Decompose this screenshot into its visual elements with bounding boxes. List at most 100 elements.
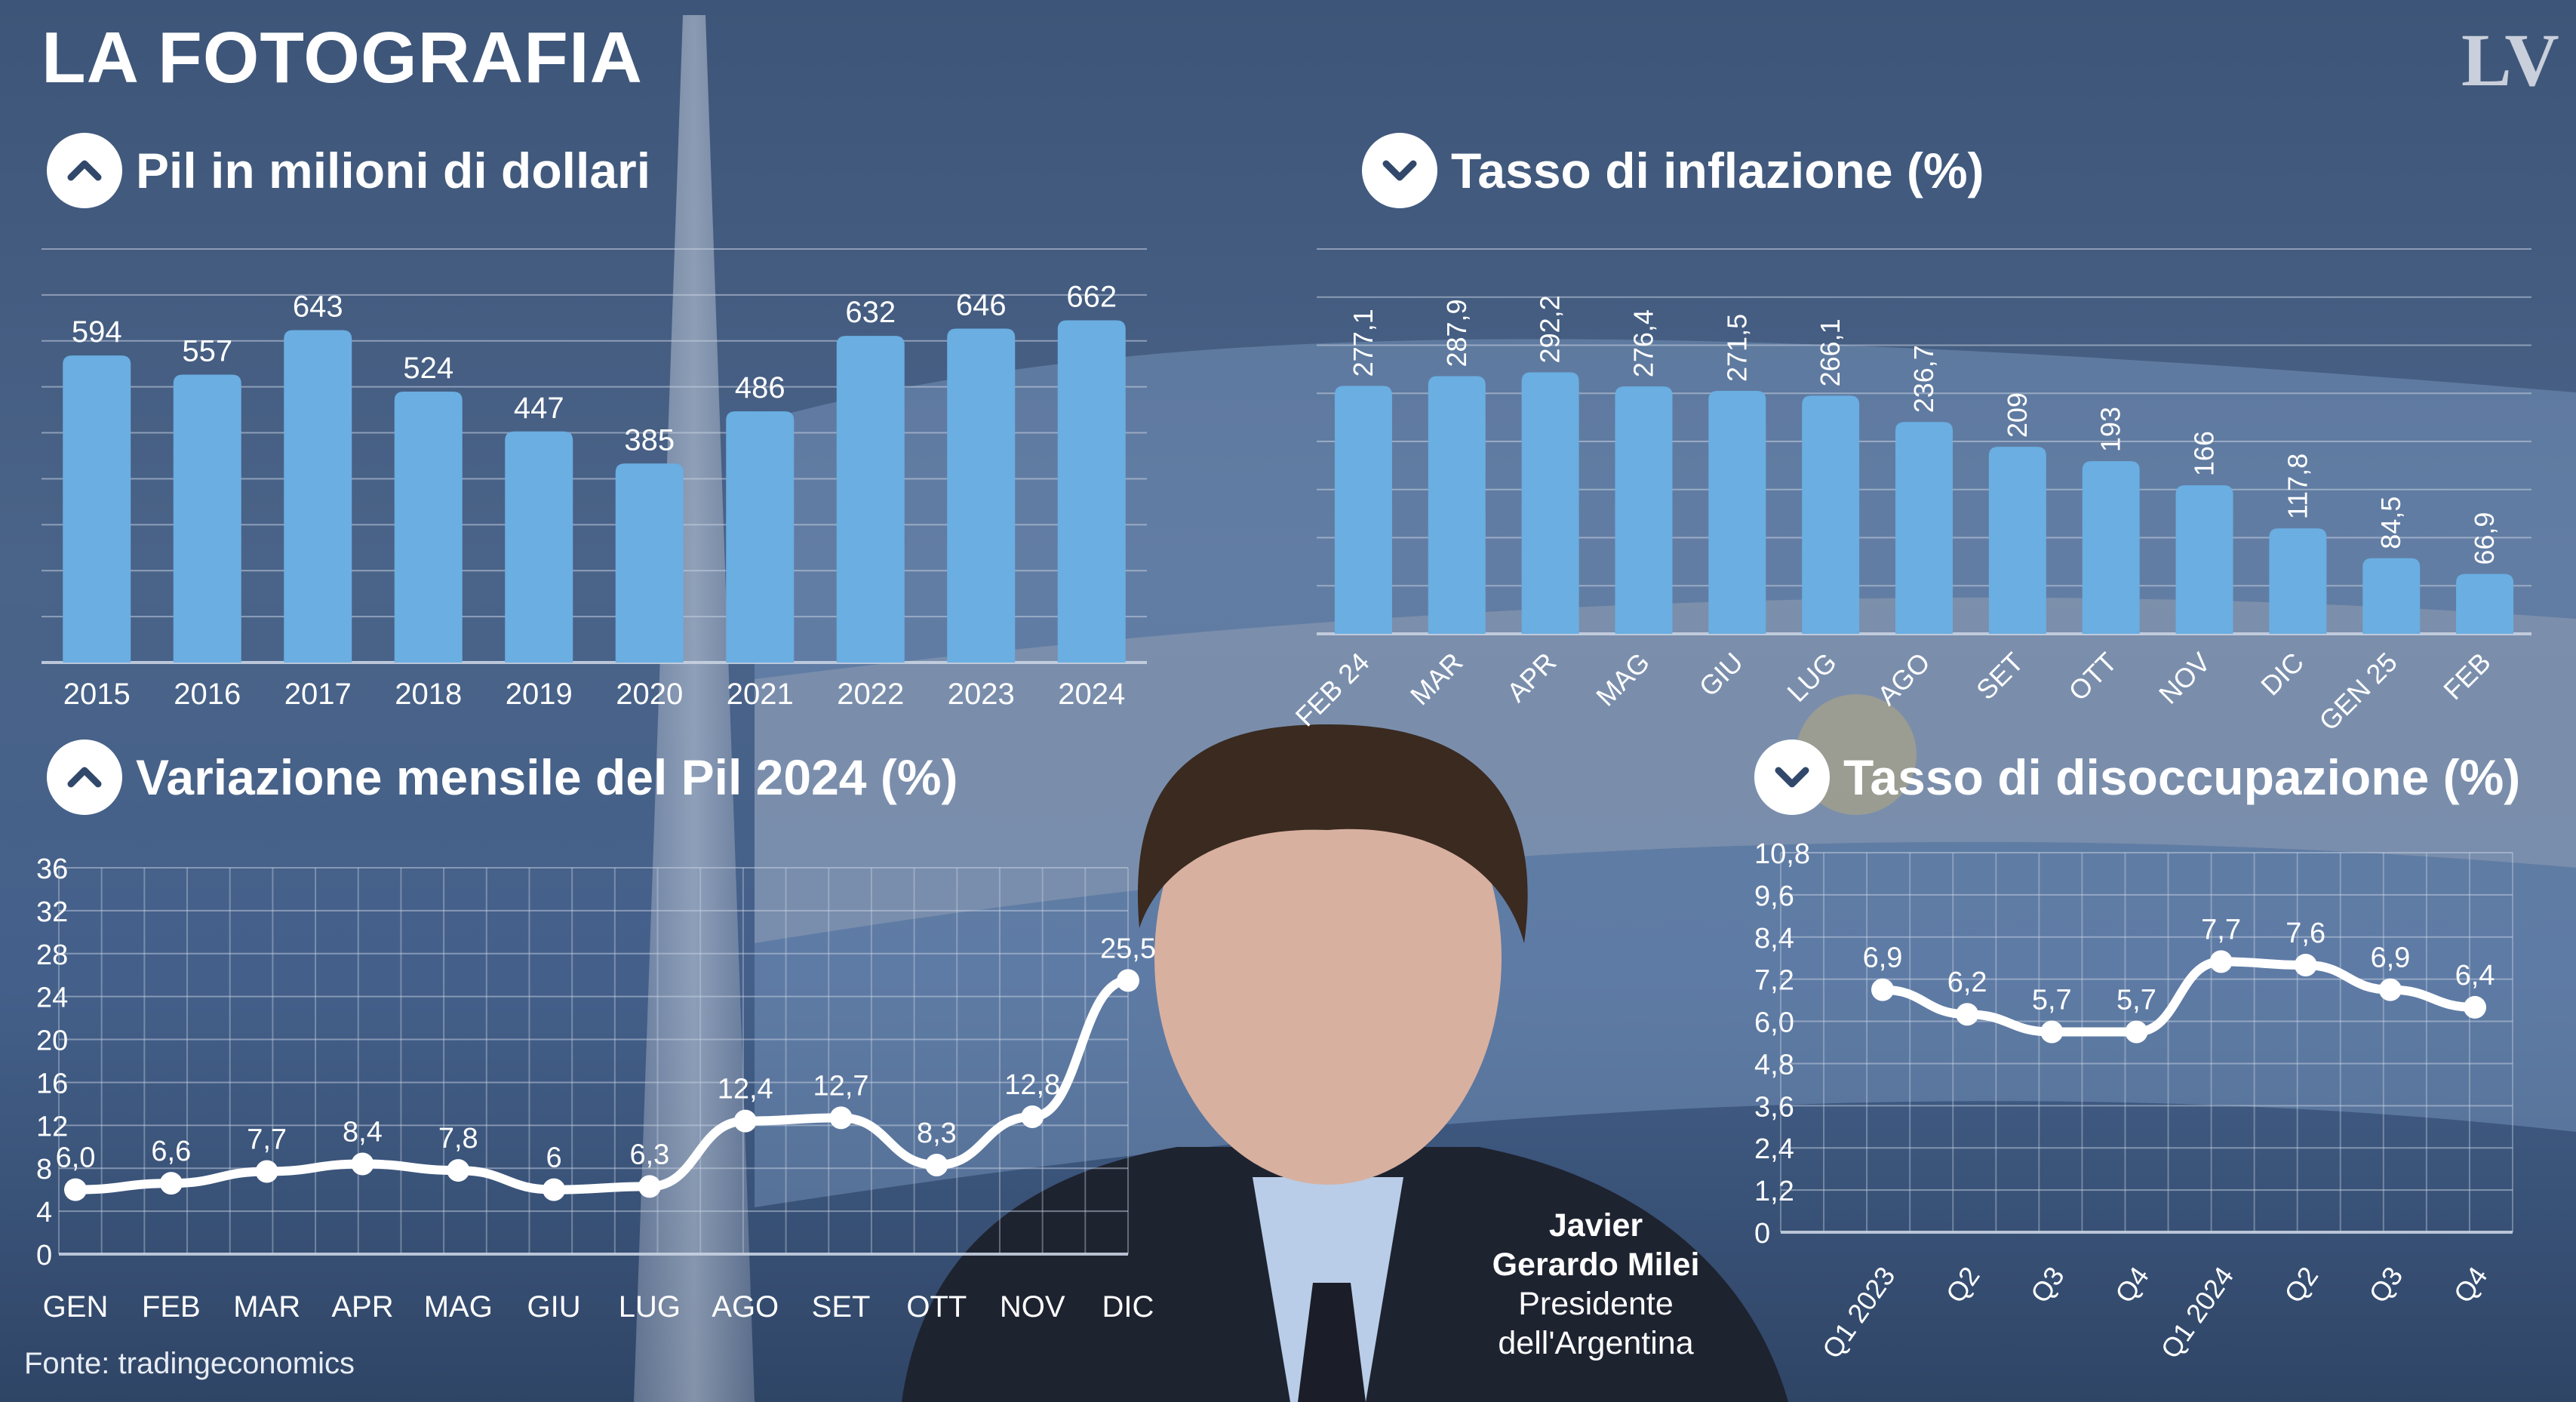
gdp_monthly-data-point xyxy=(447,1159,470,1182)
inflation-bar xyxy=(1615,386,1673,634)
gdp-bar xyxy=(173,374,241,663)
unemployment-y-tick: 4,8 xyxy=(1754,1049,1794,1081)
gdp_monthly-value-label: 8,3 xyxy=(917,1118,957,1149)
unemployment-value-label: 7,7 xyxy=(2201,914,2241,945)
inflation-value-label: 271,5 xyxy=(1721,314,1752,382)
gdp_monthly-category-label: AGO xyxy=(712,1290,779,1324)
gdp_monthly-category-label: GIU xyxy=(527,1290,581,1324)
page-title: LA FOTOGRAFIA xyxy=(41,17,643,98)
unemployment-y-tick: 7,2 xyxy=(1754,965,1794,997)
gdp_monthly-data-point xyxy=(925,1153,948,1176)
gdp_monthly-category-label: LUG xyxy=(619,1290,681,1324)
unemployment-category-label: Q1 2023 xyxy=(1816,1261,1901,1364)
gdp-value-label: 447 xyxy=(514,392,564,425)
unemployment-value-label: 6,9 xyxy=(2370,942,2410,974)
gdp_monthly-y-tick: 8 xyxy=(36,1154,52,1185)
gdp-category-label: 2021 xyxy=(727,678,794,711)
gdp_monthly-y-tick: 32 xyxy=(36,896,68,928)
gdp_monthly-category-label: SET xyxy=(812,1290,871,1324)
inflation-value-label: 66,9 xyxy=(2469,512,2500,565)
gdp-category-label: 2024 xyxy=(1058,678,1125,711)
inflation-bar xyxy=(1428,376,1486,634)
source-note: Fonte: tradingeconomics xyxy=(24,1347,355,1380)
unemployment-y-tick: 3,6 xyxy=(1754,1091,1794,1123)
gdp-value-label: 486 xyxy=(735,371,785,404)
inflation-category-label: NOV xyxy=(2153,647,2216,710)
gdp-value-label: 632 xyxy=(845,296,896,329)
inflation-value-label: 84,5 xyxy=(2375,497,2406,549)
unemployment-value-label: 6,2 xyxy=(1947,967,1987,998)
gdp_monthly-value-label: 12,4 xyxy=(718,1074,773,1105)
gdp-value-label: 594 xyxy=(72,315,122,349)
gdp_monthly-value-label: 25,5 xyxy=(1100,933,1156,964)
gdp-chart-title: Pil in milioni di dollari xyxy=(47,133,650,208)
inflation-bar xyxy=(1708,390,1766,634)
gdp_monthly-category-label: APR xyxy=(331,1290,393,1324)
gdp_monthly-y-tick: 0 xyxy=(36,1240,52,1271)
gdp_monthly-data-point xyxy=(733,1109,757,1133)
unemployment-data-point xyxy=(2040,1020,2064,1044)
inflation-category-label: MAG xyxy=(1590,647,1655,712)
inflation-value-label: 277,1 xyxy=(1348,309,1379,377)
unemployment-value-label: 6,9 xyxy=(1863,942,1903,974)
unemployment-y-tick: 9,6 xyxy=(1754,881,1794,912)
gdp-bar xyxy=(947,328,1016,663)
gdp-category-label: 2020 xyxy=(616,678,683,711)
inflation-bar xyxy=(2082,461,2140,634)
gdp_monthly-value-label: 8,4 xyxy=(343,1117,383,1148)
inflation-value-label: 117,8 xyxy=(2282,453,2313,519)
gdp_monthly-category-label: NOV xyxy=(1000,1290,1065,1324)
unemployment-value-label: 5,7 xyxy=(2116,985,2156,1016)
unemployment-category-label: Q4 xyxy=(2109,1261,2155,1308)
unemployment-data-point xyxy=(2125,1020,2148,1044)
inflation-value-label: 166 xyxy=(2189,431,2220,476)
gdp-title-text: Pil in milioni di dollari xyxy=(136,143,651,198)
inflation-bar xyxy=(1334,386,1392,634)
chevron-down-icon xyxy=(1362,133,1437,208)
gdp-bar xyxy=(615,463,684,663)
inflation-value-label: 236,7 xyxy=(1908,345,1939,413)
gdp-category-label: 2017 xyxy=(284,678,352,711)
unemployment-value-label: 5,7 xyxy=(2032,985,2072,1016)
unemployment-value-label: 6,4 xyxy=(2455,960,2495,992)
gdp_monthly-value-label: 6,6 xyxy=(151,1136,191,1167)
gdp_monthly-value-label: 6,0 xyxy=(56,1142,96,1174)
gdp-category-label: 2022 xyxy=(837,678,904,711)
gdp-value-label: 662 xyxy=(1066,281,1117,314)
inflation-category-label: OTT xyxy=(2062,647,2123,707)
gdp_monthly-value-label: 6 xyxy=(546,1142,562,1174)
inflation-chart-title: Tasso di inflazione (%) xyxy=(1362,133,1984,208)
gdp-category-label: 2016 xyxy=(174,678,241,711)
gdp_monthly-y-tick: 24 xyxy=(36,982,68,1014)
inflation-bar xyxy=(2175,485,2233,634)
unemployment-y-tick: 6,0 xyxy=(1754,1007,1794,1039)
inflation-bar xyxy=(1895,422,1953,634)
gdp-monthly-title-text: Variazione mensile del Pil 2024 (%) xyxy=(136,749,958,805)
gdp_monthly-data-point xyxy=(1117,969,1139,992)
inflation-category-label: GIU xyxy=(1693,647,1749,703)
person-caption: Javier Gerardo Milei Presidente dell'Arg… xyxy=(1456,1206,1735,1363)
inflation-category-label: SET xyxy=(1970,647,2030,706)
gdp-bar xyxy=(505,431,573,663)
gdp_monthly-value-label: 6,3 xyxy=(629,1139,669,1170)
unemployment-data-point xyxy=(1871,978,1894,1001)
gdp-value-label: 385 xyxy=(624,423,675,457)
gdp-value-label: 646 xyxy=(956,288,1007,321)
unemployment-category-label: Q2 xyxy=(2278,1261,2324,1308)
inflation-category-label: LUG xyxy=(1781,647,1842,708)
gdp-category-label: 2015 xyxy=(63,678,131,711)
inflation-bar xyxy=(2362,558,2421,634)
gdp_monthly-category-label: OTT xyxy=(906,1290,967,1324)
chevron-up-icon xyxy=(47,739,122,815)
gdp_monthly-data-point xyxy=(159,1172,183,1195)
unemployment-data-point xyxy=(2209,950,2233,973)
person-name-line2: Gerardo Milei xyxy=(1492,1247,1700,1283)
unemployment-y-tick: 2,4 xyxy=(1754,1133,1794,1165)
chevron-down-icon xyxy=(1754,739,1830,815)
inflation-value-label: 209 xyxy=(2002,392,2033,438)
inflation-category-label: DIC xyxy=(2255,647,2310,702)
gdp_monthly-category-label: MAG xyxy=(424,1290,493,1324)
gdp_monthly-category-label: MAR xyxy=(233,1290,300,1324)
gdp_monthly-data-point xyxy=(829,1106,853,1130)
unemployment-category-label: Q3 xyxy=(2362,1261,2408,1308)
